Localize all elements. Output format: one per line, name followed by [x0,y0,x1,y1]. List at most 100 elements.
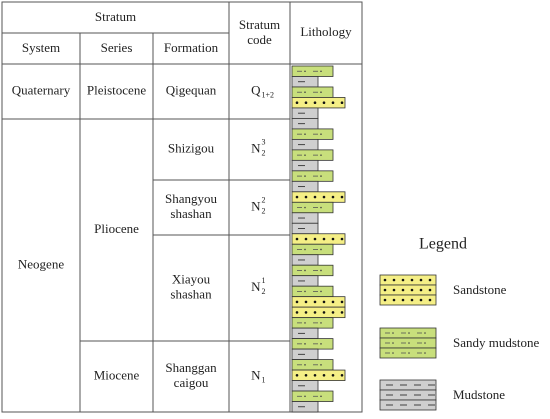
column-header: code [247,32,272,47]
pattern-dot [304,311,308,314]
pattern-dot [320,133,322,135]
pattern-dot [340,237,344,241]
pattern-dot [392,352,394,354]
code-subscript: 2 [262,148,266,157]
code-base: N [251,367,261,382]
system: Quaternary [12,82,71,97]
code-superscript: 3 [262,137,266,146]
pattern-dot [295,300,299,304]
pattern-dot [322,101,326,104]
pattern-dot [304,175,306,177]
code-subscript: 1 [262,375,266,384]
pattern-dot [331,101,335,104]
pattern-dot [408,352,410,354]
legend-label: Sandstone [453,282,507,297]
lithology-layer [291,191,346,203]
pattern-dot [313,101,317,104]
lithology-layer [291,233,346,245]
pattern-dot [295,195,299,199]
pattern-dot [295,237,299,241]
pattern-dot [392,288,396,292]
series: Pliocene [94,221,139,236]
pattern-dot [331,300,335,304]
pattern-dot [428,298,432,302]
lithology-layer [379,399,437,411]
pattern-dot [322,374,326,377]
pattern-dot [340,311,344,314]
pattern-dot [383,298,387,302]
pattern-dot [340,101,344,104]
pattern-dot [313,374,317,377]
pattern-dot [304,206,306,209]
pattern-dot [295,101,299,104]
pattern-dot [410,278,414,282]
pattern-dot [392,278,396,282]
pattern-dot [313,311,317,314]
code-superscript: 2 [262,195,266,204]
code-base: Q [251,82,261,97]
pattern-dot [304,91,306,94]
pattern-dot [320,91,322,94]
pattern-dot [313,195,317,199]
pattern-dot [304,374,308,377]
pattern-dot [295,374,299,377]
pattern-dot [428,288,432,292]
pattern-dot [304,237,308,241]
code-subscript: 2 [262,206,266,215]
pattern-dot [320,343,322,345]
pattern-dot [410,288,414,292]
pattern-dot [392,342,394,344]
column-header: Formation [164,40,219,55]
pattern-dot [320,175,322,177]
pattern-dot [320,70,322,73]
code-base: N [251,279,261,294]
pattern-dot [304,154,306,156]
column-header: System [22,40,60,55]
formation: Shanggan [165,360,217,375]
formation: Qigequan [166,82,217,97]
lithology-layer [379,284,437,296]
pattern-dot [304,364,306,366]
pattern-dot [304,70,306,73]
lithology-layer [379,294,437,306]
code-base: N [251,140,261,155]
pattern-dot [340,300,344,304]
pattern-dot [320,364,322,366]
lithology-layer [291,306,346,319]
legend-label: Sandy mudstone [453,335,540,350]
pattern-dot [322,311,326,314]
pattern-dot [392,298,396,302]
column-header: Stratum [239,17,280,32]
pattern-dot [304,133,306,135]
formation: Shizigou [168,140,215,155]
pattern-dot [313,300,317,304]
pattern-dot [424,352,426,354]
lithology-layer [379,347,437,359]
pattern-dot [408,332,410,334]
pattern-dot [304,290,306,293]
pattern-dot [424,332,426,334]
pattern-dot [304,269,306,272]
system: Neogene [18,256,64,271]
pattern-dot [320,269,322,272]
code-subscript: 1+2 [262,90,275,99]
formation: Shangyou [165,191,218,206]
formation: shashan [170,206,212,221]
pattern-dot [304,395,306,398]
pattern-dot [410,298,414,302]
pattern-dot [383,278,387,282]
pattern-dot [304,300,308,304]
lithology-layer [291,97,346,109]
column-header: Lithology [300,24,352,39]
pattern-dot [340,195,344,199]
pattern-dot [320,395,322,398]
pattern-dot [408,342,410,344]
pattern-dot [304,343,306,345]
formation: caigou [174,375,209,390]
code-base: N [251,198,261,213]
pattern-dot [304,322,306,324]
pattern-dot [304,195,308,199]
formation: shashan [170,286,212,301]
lithology-layer [379,274,437,286]
series: Miocene [94,367,140,382]
